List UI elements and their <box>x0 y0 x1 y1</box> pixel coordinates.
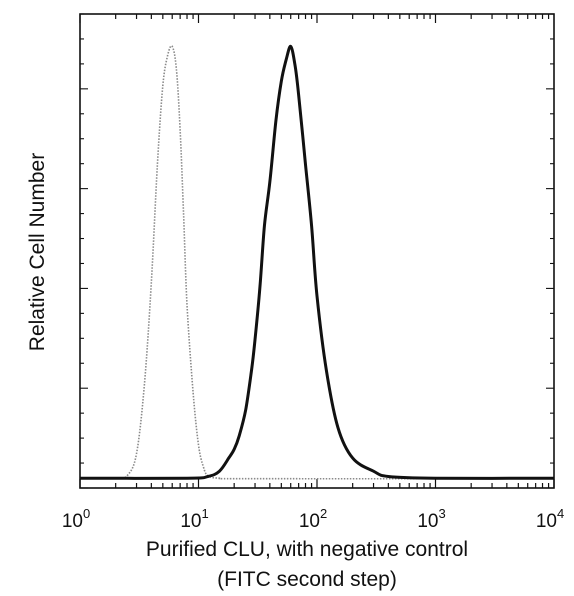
negative-control-histogram <box>79 45 555 480</box>
x-tick-label-base: 10 <box>299 511 320 532</box>
x-tick-label-exponent: 1 <box>201 506 208 521</box>
x-axis-ticks <box>79 14 555 488</box>
clu-histogram <box>79 44 555 480</box>
x-tick-label: 102 <box>299 506 327 532</box>
x-tick-label: 100 <box>62 506 90 532</box>
x-tick-label-exponent: 4 <box>557 506 564 521</box>
x-tick-label-base: 10 <box>62 511 83 532</box>
plot-frame <box>79 13 555 489</box>
series-layer <box>79 44 555 480</box>
x-tick-label-exponent: 3 <box>438 506 445 521</box>
x-axis-title-line1: Purified CLU, with negative control <box>146 538 468 561</box>
x-tick-label-base: 10 <box>180 511 201 532</box>
x-tick-label-exponent: 2 <box>320 506 327 521</box>
x-tick-label-base: 10 <box>536 511 557 532</box>
x-tick-label: 101 <box>180 506 208 532</box>
y-axis-title: Relative Cell Number <box>26 153 49 351</box>
y-axis-ticks <box>80 13 554 489</box>
x-tick-label-base: 10 <box>417 511 438 532</box>
x-axis-tick-labels: 100 101 102 103 104 <box>62 506 564 532</box>
x-tick-label: 104 <box>536 506 564 532</box>
x-tick-label-exponent: 0 <box>83 506 90 521</box>
x-axis-title-line2: (FITC second step) <box>217 568 397 591</box>
x-tick-label: 103 <box>417 506 445 532</box>
